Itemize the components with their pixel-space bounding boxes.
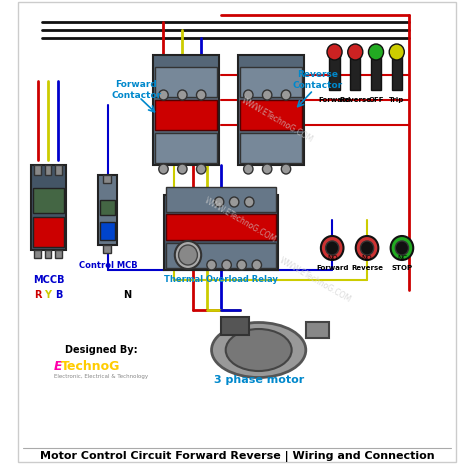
Text: Forward
Contactor: Forward Contactor — [111, 80, 161, 100]
Circle shape — [281, 164, 291, 174]
Text: Motor Control Circuit Forward Reverse | Wiring and Connection: Motor Control Circuit Forward Reverse | … — [40, 451, 434, 461]
Circle shape — [389, 44, 404, 60]
Text: 3 phase motor: 3 phase motor — [214, 375, 304, 385]
Bar — [55, 165, 62, 175]
Text: Designed By:: Designed By: — [65, 345, 138, 355]
Text: Control MCB: Control MCB — [79, 261, 137, 270]
Text: E: E — [54, 360, 63, 373]
Text: TechnoG: TechnoG — [61, 360, 120, 373]
Circle shape — [159, 164, 168, 174]
Bar — [240, 133, 302, 163]
Circle shape — [179, 245, 197, 265]
Bar — [99, 175, 117, 245]
Bar — [103, 245, 111, 253]
Circle shape — [245, 197, 254, 207]
Bar — [100, 200, 116, 215]
Circle shape — [237, 260, 246, 270]
Circle shape — [368, 44, 383, 60]
Circle shape — [356, 236, 378, 260]
Bar — [103, 175, 111, 183]
Bar — [392, 50, 402, 90]
Ellipse shape — [211, 322, 306, 378]
Ellipse shape — [226, 329, 292, 371]
Bar — [240, 67, 302, 97]
Circle shape — [252, 260, 262, 270]
Circle shape — [175, 241, 201, 269]
Bar — [155, 67, 217, 97]
Circle shape — [391, 236, 413, 260]
Text: R: R — [34, 290, 41, 300]
Circle shape — [395, 241, 409, 255]
Circle shape — [326, 241, 339, 255]
Text: MCCB: MCCB — [33, 275, 64, 285]
Text: Reverse: Reverse — [351, 265, 383, 271]
Text: Forward: Forward — [319, 97, 351, 103]
Bar — [164, 195, 277, 270]
Text: WWW.ETechnoG.COM: WWW.ETechnoG.COM — [240, 96, 315, 144]
Text: Electronic, Electrical & Technology: Electronic, Electrical & Technology — [54, 374, 148, 379]
Text: N: N — [123, 290, 131, 300]
Bar — [238, 55, 304, 165]
Text: NO: NO — [362, 255, 373, 261]
Bar — [34, 217, 64, 247]
Bar — [100, 222, 116, 240]
Bar — [166, 243, 276, 268]
Circle shape — [360, 241, 374, 255]
Bar — [35, 250, 41, 258]
Bar — [55, 250, 62, 258]
Circle shape — [263, 164, 272, 174]
Circle shape — [229, 197, 239, 207]
Text: Trip: Trip — [389, 97, 404, 103]
Text: WWW.ETechnoG.COM: WWW.ETechnoG.COM — [202, 196, 277, 244]
Bar — [221, 317, 249, 335]
Circle shape — [244, 164, 253, 174]
Circle shape — [222, 260, 231, 270]
Circle shape — [178, 90, 187, 100]
Bar — [306, 322, 329, 338]
Circle shape — [348, 44, 363, 60]
Text: Forward: Forward — [316, 265, 348, 271]
Text: NO: NO — [327, 255, 337, 261]
Circle shape — [321, 236, 344, 260]
Text: Thermal Overload Relay: Thermal Overload Relay — [164, 276, 278, 285]
Circle shape — [178, 164, 187, 174]
Circle shape — [327, 44, 342, 60]
Bar — [371, 50, 381, 90]
Bar — [35, 165, 41, 175]
Bar — [155, 100, 217, 130]
Circle shape — [207, 260, 216, 270]
Text: B: B — [55, 290, 62, 300]
Bar — [45, 165, 51, 175]
Bar — [240, 100, 302, 130]
Circle shape — [244, 90, 253, 100]
Bar — [34, 188, 64, 213]
Bar — [166, 187, 276, 212]
Text: Y: Y — [45, 290, 52, 300]
Bar — [166, 214, 276, 240]
Circle shape — [197, 90, 206, 100]
Bar — [329, 50, 340, 90]
Text: NC: NC — [397, 255, 407, 261]
Text: Reverse
Contactor: Reverse Contactor — [293, 70, 343, 90]
Circle shape — [281, 90, 291, 100]
Bar — [155, 133, 217, 163]
Bar — [153, 55, 219, 165]
Bar — [31, 165, 66, 250]
Circle shape — [214, 197, 224, 207]
Bar — [45, 250, 51, 258]
Bar — [350, 50, 360, 90]
Text: OFF: OFF — [368, 97, 384, 103]
Text: Reverse: Reverse — [339, 97, 371, 103]
Circle shape — [263, 90, 272, 100]
Text: STOP: STOP — [392, 265, 412, 271]
Circle shape — [197, 164, 206, 174]
Text: WWW.ETechnoG.COM: WWW.ETechnoG.COM — [278, 256, 353, 304]
Circle shape — [159, 90, 168, 100]
